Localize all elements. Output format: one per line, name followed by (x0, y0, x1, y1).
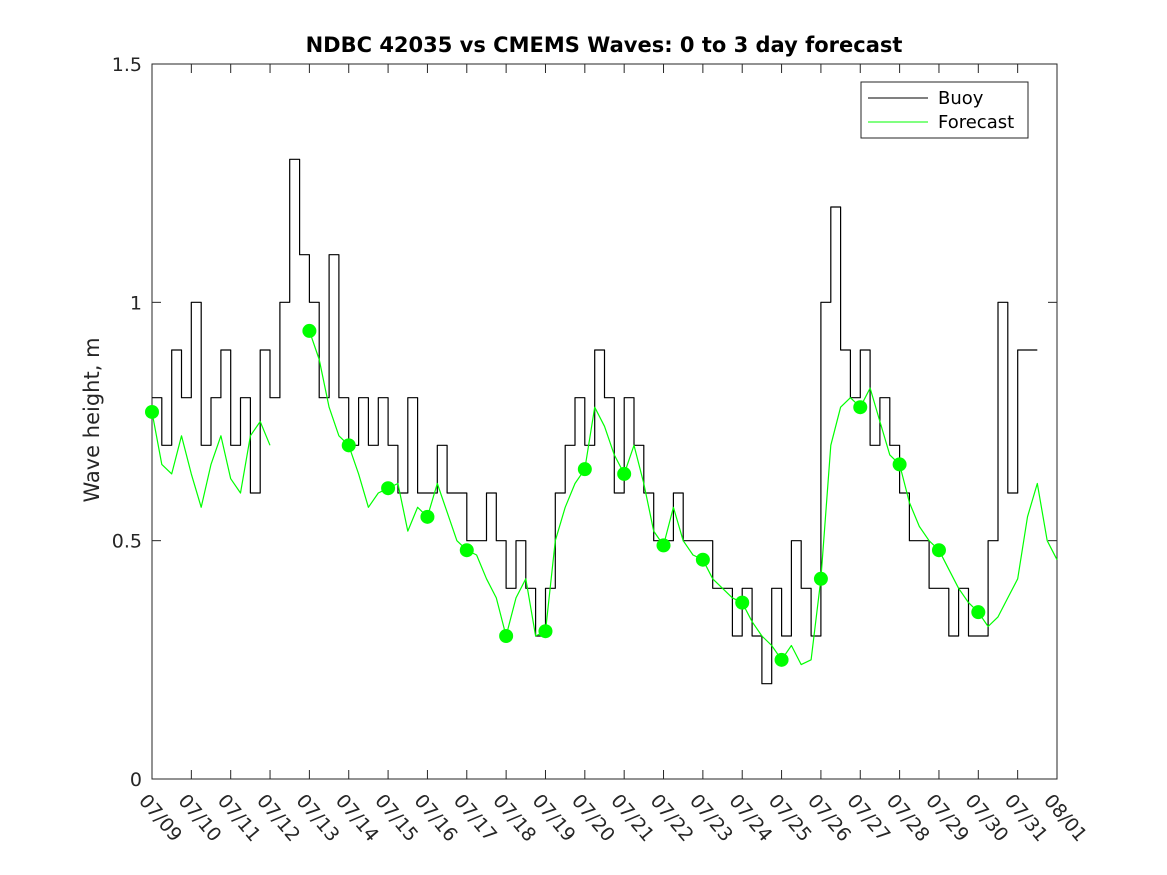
forecast-marker-point (499, 629, 514, 643)
axes-frame (151, 63, 1058, 780)
forecast-series-line (151, 411, 271, 508)
buoy-series-line (152, 158, 1038, 685)
y-tick-label: 0.5 (112, 531, 142, 553)
y-tick-label: 1.5 (112, 54, 142, 76)
forecast-marker-point (341, 438, 356, 453)
legend-forecast-label: Forecast (938, 112, 1014, 133)
forecast-marker-point (774, 652, 789, 667)
y-axis-label: Wave height, m (80, 337, 104, 502)
forecast-marker-point (145, 404, 159, 419)
forecast-marker-point (813, 571, 828, 586)
y-tick-label: 1 (130, 292, 142, 314)
forecast-marker-point (971, 605, 986, 620)
forecast-series-line (308, 330, 1058, 666)
forecast-marker-point (695, 552, 710, 567)
forecast-marker-point (577, 462, 592, 477)
forecast-marker-point (459, 543, 474, 558)
forecast-marker-point (656, 538, 671, 553)
chart-title: NDBC 42035 vs CMEMS Waves: 0 to 3 day fo… (306, 33, 903, 57)
forecast-marker-point (302, 323, 317, 338)
forecast-marker-point (420, 509, 435, 524)
legend: Buoy Forecast (860, 81, 1029, 139)
forecast-marker-point (735, 595, 750, 610)
legend-buoy-label: Buoy (938, 88, 984, 109)
forecast-marker-point (931, 543, 946, 558)
forecast-marker-point (617, 466, 632, 481)
forecast-marker-point (892, 457, 907, 472)
y-tick-label: 0 (130, 769, 142, 791)
forecast-marker-point (538, 624, 553, 639)
legend-box (860, 81, 1029, 139)
forecast-marker-point (381, 481, 396, 496)
forecast-marker-point (853, 400, 868, 415)
